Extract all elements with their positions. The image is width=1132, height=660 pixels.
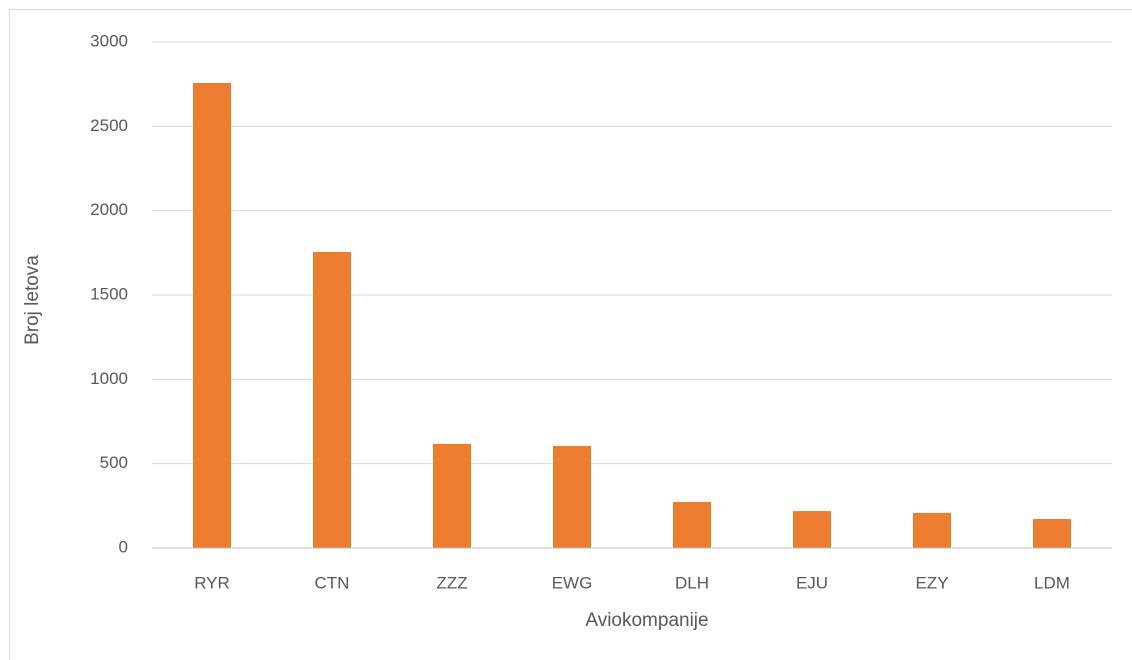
x-tick-label: DLH	[675, 573, 709, 592]
y-tick-label: 0	[119, 537, 128, 556]
x-tick-label: RYR	[194, 573, 230, 592]
x-tick-label: CTN	[315, 573, 350, 592]
bar	[193, 82, 231, 549]
y-tick-label: 2500	[90, 116, 128, 135]
chart-border	[9, 9, 1132, 660]
bar	[433, 443, 471, 548]
bar	[1033, 518, 1071, 548]
bar	[313, 251, 351, 549]
y-tick-label: 2000	[90, 200, 128, 219]
x-tick-label: EZY	[915, 573, 948, 592]
x-axis-title: Aviokompanije	[585, 610, 708, 631]
y-axis-title: Broj letova	[22, 255, 43, 345]
bar	[793, 511, 831, 548]
bar	[553, 445, 591, 548]
bar	[913, 512, 951, 548]
y-tick-label: 500	[100, 453, 128, 472]
y-tick-label: 1500	[90, 284, 128, 303]
y-tick-label: 1000	[90, 369, 128, 388]
x-tick-label: ZZZ	[436, 573, 467, 592]
y-tick-label: 3000	[90, 31, 128, 50]
x-tick-label: LDM	[1034, 573, 1070, 592]
bar	[673, 501, 711, 548]
x-tick-label: EWG	[552, 573, 593, 592]
x-tick-label: EJU	[796, 573, 828, 592]
